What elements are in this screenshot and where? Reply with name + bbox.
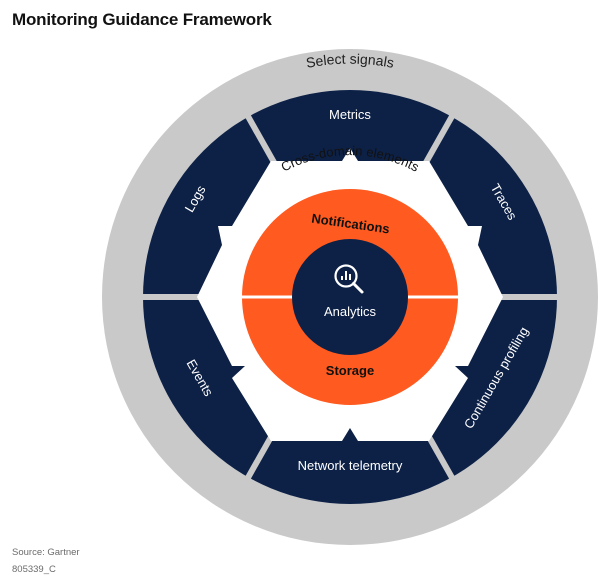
analytics-label: Analytics	[324, 304, 377, 319]
outer-ring-label: Select signals	[305, 51, 396, 71]
page-title: Monitoring Guidance Framework	[12, 10, 272, 29]
source-note: Source: Gartner	[12, 547, 80, 558]
center-circle	[292, 239, 408, 355]
figure-code: 805339_C	[12, 564, 56, 575]
storage-label: Storage	[326, 363, 374, 378]
segment-label-network-telemetry: Network telemetry	[298, 458, 403, 473]
magnifier-chart-icon	[334, 264, 364, 294]
segment-label-metrics: Metrics	[329, 107, 371, 122]
